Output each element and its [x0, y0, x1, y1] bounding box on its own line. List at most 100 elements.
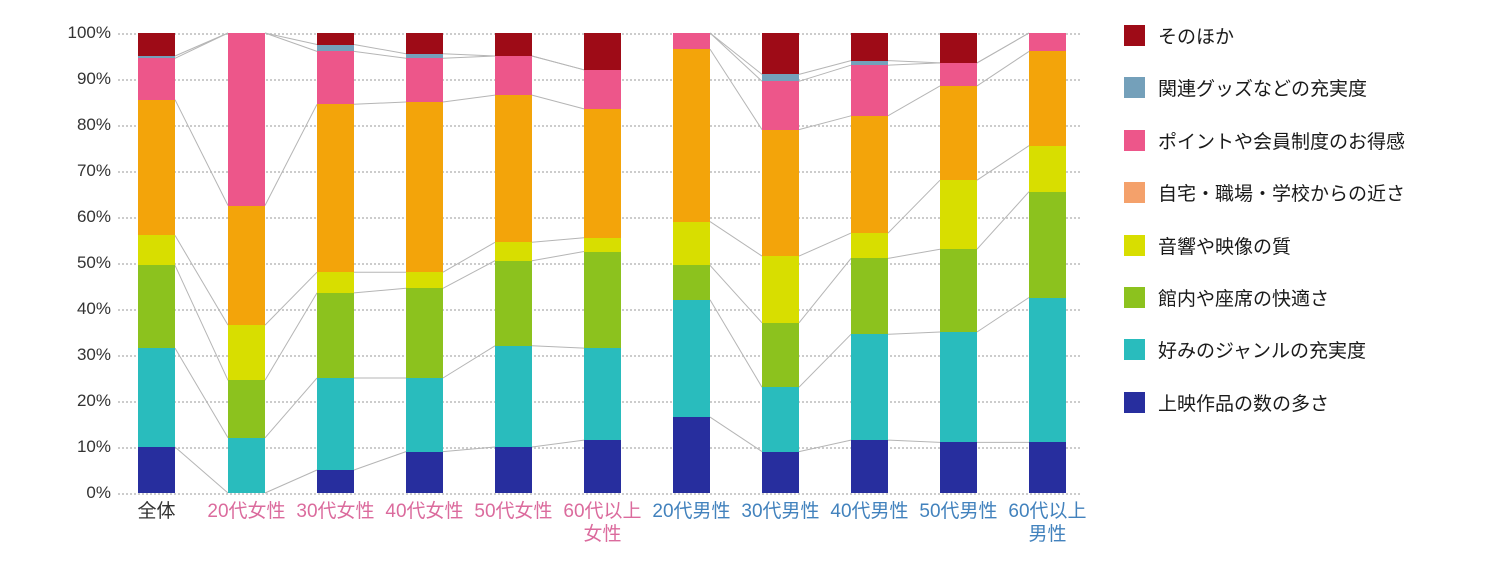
bar-segment-3-series-4 [406, 102, 443, 273]
bar-segment-9-series-4 [940, 85, 977, 181]
bar-segment-10-series-5 [1029, 33, 1066, 52]
legend-swatch-icon [1124, 182, 1145, 204]
bar-segment-2-series-0 [317, 470, 354, 493]
bar-segment-10-series-3 [1029, 145, 1066, 192]
bar-5 [584, 33, 621, 493]
y-axis-tick-50: 50% [76, 253, 111, 272]
bar-segment-0-series-0 [138, 447, 175, 493]
legend-item-7: 上映作品の数の多さ [1124, 389, 1329, 416]
bar-segment-1-series-3 [228, 325, 265, 381]
legend-label: 上映作品の数の多さ [1158, 393, 1330, 415]
bar-segment-7-series-0 [762, 451, 799, 493]
bar-segment-2-series-3 [317, 272, 354, 293]
bar-segment-0-series-7 [138, 33, 175, 57]
bar-7 [762, 33, 799, 493]
bar-segment-10-series-4 [1029, 51, 1066, 146]
x-axis-label-3: 40代女性 [385, 501, 464, 522]
bar-8 [851, 33, 888, 493]
bar-segment-10-series-1 [1029, 297, 1066, 443]
legend-item-3: 自宅・職場・学校からの近さ [1124, 179, 1405, 206]
bar-segment-7-series-1 [762, 387, 799, 452]
bar-6 [673, 33, 710, 493]
y-axis-tick-0: 0% [86, 483, 111, 502]
legend-swatch-icon [1124, 129, 1145, 151]
bar-segment-1-series-1 [228, 437, 265, 493]
bar-10 [1029, 33, 1066, 493]
legend-item-2: ポイントや会員制度のお得感 [1124, 127, 1405, 154]
bar-segment-8-series-1 [851, 334, 888, 441]
legend-label: 音響や映像の質 [1158, 236, 1292, 258]
bar-segment-8-series-6 [851, 60, 888, 66]
bar-4 [495, 33, 532, 493]
bar-segment-7-series-2 [762, 322, 799, 388]
x-axis-label-7: 30代男性 [741, 501, 820, 522]
bar-segment-4-series-0 [495, 447, 532, 493]
x-axis-label-10: 60代以上 男性 [1008, 501, 1087, 545]
legend-swatch-icon [1124, 287, 1145, 308]
legend-swatch-icon [1124, 25, 1145, 46]
bar-segment-4-series-3 [495, 242, 532, 261]
y-axis-tick-40: 40% [76, 299, 111, 318]
bar-segment-0-series-1 [138, 348, 175, 447]
bar-segment-9-series-2 [940, 249, 977, 333]
bar-segment-5-series-3 [584, 237, 621, 252]
bar-segment-8-series-4 [851, 115, 888, 234]
bar-segment-8-series-0 [851, 440, 888, 493]
bar-segment-7-series-4 [762, 129, 799, 257]
x-axis-label-1: 20代女性 [207, 501, 286, 522]
bar-3 [406, 33, 443, 493]
legend-label: 好みのジャンルの充実度 [1158, 341, 1367, 363]
bar-0 [138, 33, 175, 493]
x-axis-label-9: 50代男性 [919, 501, 998, 522]
bar-segment-4-series-2 [495, 260, 532, 346]
y-axis-tick-80: 80% [76, 115, 111, 134]
bar-segment-4-series-5 [495, 56, 532, 96]
x-axis-label-0: 全体 [137, 501, 176, 522]
gridline-0 [118, 493, 1080, 495]
bar-segment-3-series-3 [406, 272, 443, 289]
legend-swatch-icon [1124, 339, 1145, 361]
bar-segment-5-series-2 [584, 251, 621, 349]
bar-segment-8-series-3 [851, 233, 888, 259]
bar-segment-8-series-5 [851, 65, 888, 116]
x-axis-label-2: 30代女性 [296, 501, 375, 522]
y-axis-tick-100: 100% [67, 23, 111, 42]
legend-item-0: そのほか [1124, 22, 1234, 49]
y-axis-tick-20: 20% [76, 391, 111, 410]
bar-segment-4-series-7 [495, 33, 532, 57]
legend-label: 関連グッズなどの充実度 [1158, 79, 1368, 101]
y-axis-tick-90: 90% [76, 69, 111, 88]
bar-segment-5-series-4 [584, 108, 621, 238]
y-axis-tick-10: 10% [76, 437, 111, 456]
bar-segment-4-series-4 [495, 95, 532, 243]
bar-segment-0-series-5 [138, 58, 175, 100]
legend-item-5: 館内や座席の快適さ [1124, 284, 1329, 311]
bar-segment-8-series-7 [851, 33, 888, 61]
bar-segment-7-series-3 [762, 256, 799, 323]
x-axis-label-8: 40代男性 [830, 501, 909, 522]
legend-item-1: 関連グッズなどの充実度 [1124, 74, 1367, 101]
y-axis-tick-60: 60% [76, 207, 111, 226]
legend-label: 館内や座席の快適さ [1158, 289, 1330, 310]
bar-segment-9-series-3 [940, 180, 977, 250]
bar-segment-6-series-0 [673, 417, 710, 493]
bar-segment-5-series-5 [584, 69, 621, 109]
bar-segment-1-series-2 [228, 380, 265, 438]
bar-segment-1-series-5 [228, 33, 265, 206]
bar-segment-5-series-7 [584, 33, 621, 70]
bar-segment-3-series-7 [406, 33, 443, 54]
bar-segment-3-series-2 [406, 288, 443, 379]
bar-segment-5-series-1 [584, 348, 621, 441]
legend-label: ポイントや会員制度のお得感 [1158, 131, 1406, 153]
bar-segment-9-series-7 [940, 33, 977, 63]
bar-segment-2-series-7 [317, 33, 354, 45]
y-axis-tick-70: 70% [76, 161, 111, 180]
bar-segment-2-series-4 [317, 104, 354, 273]
bar-segment-2-series-1 [317, 378, 354, 470]
legend-item-6: 好みのジャンルの充実度 [1124, 336, 1366, 363]
bar-segment-9-series-5 [940, 62, 977, 86]
bar-segment-0-series-4 [138, 99, 175, 236]
bar-segment-2-series-6 [317, 44, 354, 52]
bar-segment-9-series-1 [940, 332, 977, 443]
legend-label: 自宅・職場・学校からの近さ [1158, 184, 1406, 206]
